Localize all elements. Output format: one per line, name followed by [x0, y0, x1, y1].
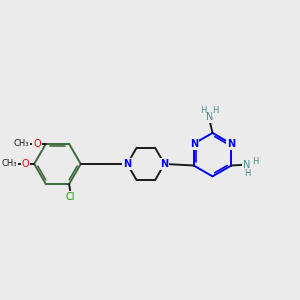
- Text: N: N: [123, 159, 131, 169]
- Text: N: N: [243, 160, 250, 170]
- Text: N: N: [227, 139, 236, 149]
- Text: CH₃: CH₃: [13, 139, 29, 148]
- Text: H: H: [212, 106, 219, 115]
- Text: N: N: [160, 159, 169, 169]
- Text: N: N: [206, 112, 214, 122]
- Text: H: H: [244, 169, 250, 178]
- Text: H: H: [252, 157, 258, 166]
- Text: O: O: [22, 159, 29, 169]
- Text: N: N: [190, 139, 198, 149]
- Text: Cl: Cl: [66, 192, 75, 202]
- Text: H: H: [200, 106, 206, 115]
- Text: O: O: [33, 139, 41, 149]
- Text: CH₃: CH₃: [2, 160, 17, 169]
